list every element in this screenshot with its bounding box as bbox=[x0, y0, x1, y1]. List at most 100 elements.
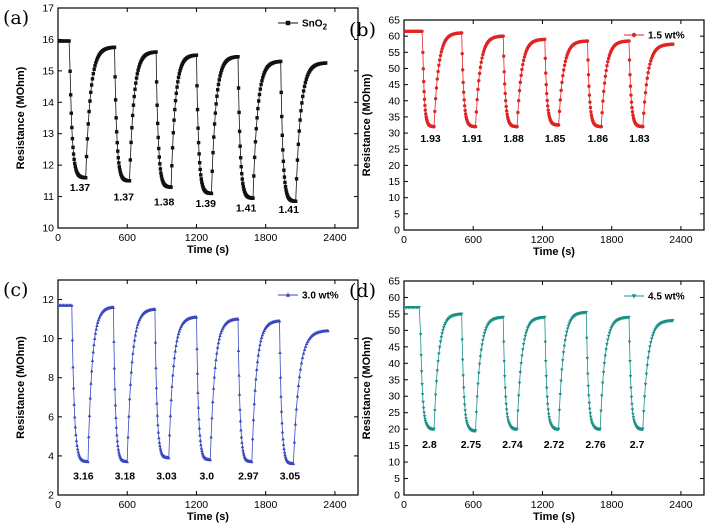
y-tick-label: 45 bbox=[388, 341, 400, 353]
legend-label: 3.0 wt% bbox=[302, 291, 339, 302]
data-point bbox=[130, 359, 134, 364]
data-point bbox=[88, 396, 92, 400]
y-tick-label: 40 bbox=[388, 358, 400, 370]
data-point bbox=[586, 58, 590, 62]
data-point bbox=[155, 413, 160, 417]
data-point bbox=[176, 334, 180, 339]
data-point bbox=[502, 340, 506, 345]
data-point bbox=[519, 73, 523, 78]
data-point bbox=[604, 68, 608, 73]
x-tick-label: 0 bbox=[401, 499, 407, 511]
data-point bbox=[67, 39, 71, 43]
response-annotation: 1.38 bbox=[154, 196, 175, 208]
data-point bbox=[563, 339, 567, 343]
data-point bbox=[421, 406, 426, 411]
data-point bbox=[433, 96, 438, 101]
response-annotation: 1.91 bbox=[462, 133, 483, 145]
data-point bbox=[630, 105, 634, 110]
data-point bbox=[586, 73, 591, 77]
data-point bbox=[299, 360, 304, 365]
data-point bbox=[547, 416, 551, 420]
data-point bbox=[649, 59, 653, 63]
y-tick-label: 65 bbox=[388, 15, 400, 27]
data-point bbox=[588, 412, 592, 416]
response-annotation: 1.37 bbox=[114, 192, 135, 204]
data-point bbox=[435, 369, 439, 373]
data-point bbox=[646, 70, 650, 75]
y-tick-label: 35 bbox=[388, 111, 400, 123]
data-point bbox=[86, 122, 90, 126]
data-point bbox=[295, 158, 300, 162]
data-point bbox=[75, 443, 79, 447]
data-point bbox=[217, 78, 221, 82]
data-point bbox=[260, 79, 264, 83]
data-point bbox=[133, 87, 137, 91]
data-point bbox=[604, 348, 608, 352]
data-point bbox=[129, 370, 134, 374]
data-point bbox=[173, 349, 177, 353]
data-point bbox=[280, 420, 284, 425]
data-point bbox=[196, 126, 200, 130]
data-point bbox=[600, 381, 605, 386]
data-point bbox=[440, 332, 444, 336]
data-point bbox=[114, 425, 119, 429]
data-point bbox=[69, 111, 73, 115]
data-point bbox=[437, 63, 441, 67]
data-point bbox=[292, 440, 297, 444]
y-axis-label: Resistance (MOhm) bbox=[15, 336, 27, 439]
data-point bbox=[131, 103, 136, 107]
data-point bbox=[167, 455, 171, 460]
data-point bbox=[250, 436, 255, 441]
data-point bbox=[505, 412, 509, 417]
data-point bbox=[478, 355, 483, 359]
data-point bbox=[323, 61, 328, 65]
data-point bbox=[602, 89, 606, 94]
data-point bbox=[629, 100, 634, 104]
data-point bbox=[237, 392, 242, 396]
data-point bbox=[195, 107, 200, 112]
y-tick-label: 10 bbox=[388, 457, 400, 469]
data-point bbox=[156, 422, 160, 427]
data-point bbox=[294, 406, 299, 411]
data-point bbox=[628, 73, 632, 77]
data-point bbox=[545, 395, 549, 400]
data-point bbox=[158, 167, 163, 171]
data-point bbox=[175, 338, 179, 343]
data-point bbox=[277, 319, 282, 323]
data-point bbox=[630, 110, 635, 114]
data-point bbox=[521, 348, 525, 352]
data-point bbox=[237, 110, 241, 115]
data-point bbox=[136, 68, 140, 72]
data-point bbox=[280, 114, 284, 119]
response-annotation: 3.16 bbox=[73, 470, 94, 482]
data-point bbox=[116, 443, 120, 447]
legend-marker bbox=[285, 20, 291, 26]
data-point bbox=[650, 334, 655, 338]
data-point bbox=[517, 98, 521, 103]
data-point bbox=[564, 334, 568, 338]
x-tick-label: 600 bbox=[118, 232, 136, 244]
data-point bbox=[96, 318, 101, 322]
data-point bbox=[216, 82, 221, 87]
data-point bbox=[605, 64, 609, 68]
data-point bbox=[424, 112, 428, 116]
data-point bbox=[562, 344, 567, 349]
data-point bbox=[154, 80, 159, 84]
data-point bbox=[135, 72, 140, 76]
data-point bbox=[158, 446, 163, 450]
x-tick-label: 1800 bbox=[600, 499, 624, 511]
data-point bbox=[113, 75, 117, 79]
x-tick-label: 600 bbox=[464, 499, 482, 511]
legend-label: 1.5 wt% bbox=[648, 31, 685, 42]
data-point bbox=[93, 336, 97, 340]
data-point bbox=[154, 385, 159, 390]
data-point bbox=[565, 330, 569, 335]
data-point bbox=[132, 338, 137, 342]
data-point bbox=[644, 83, 649, 87]
data-point bbox=[135, 325, 139, 329]
data-point bbox=[278, 375, 283, 379]
data-point bbox=[176, 331, 181, 336]
data-point bbox=[423, 417, 427, 422]
data-point bbox=[158, 443, 162, 448]
data-point bbox=[136, 319, 141, 324]
